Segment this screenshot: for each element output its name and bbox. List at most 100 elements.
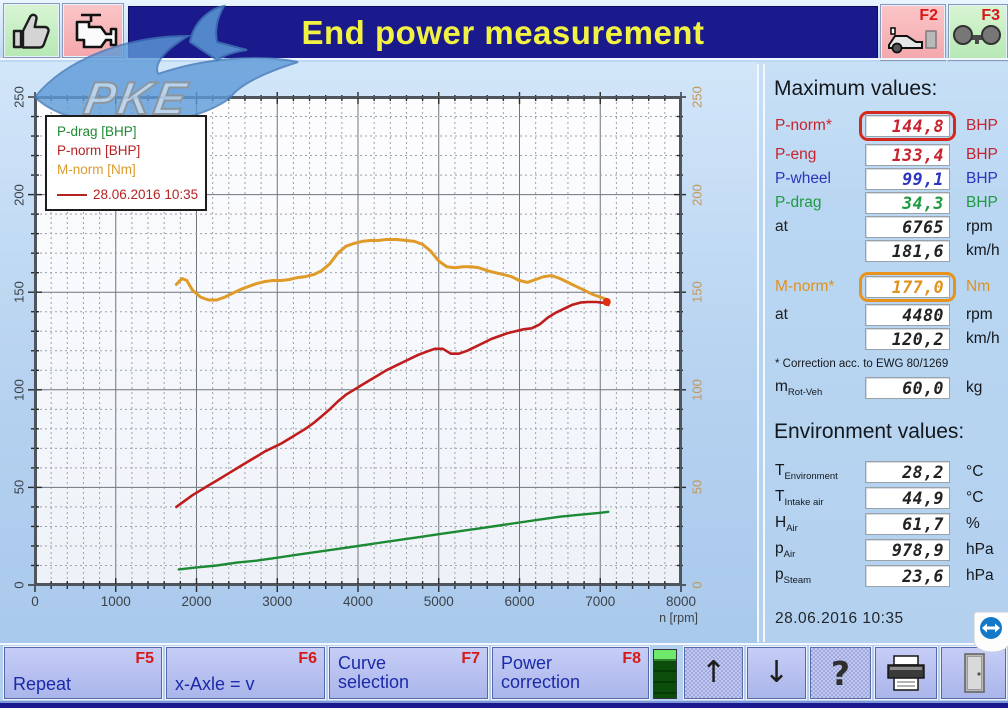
x-tick-1000: 1000 xyxy=(100,594,131,609)
teamviewer-icon[interactable] xyxy=(974,610,1008,652)
legend-item: M-norm [Nm] xyxy=(57,162,136,177)
value-label: P-eng xyxy=(775,146,817,163)
value-frame: 28,2 xyxy=(859,457,956,487)
value-row: 181,6 km/h xyxy=(775,239,1005,263)
door-exit-icon xyxy=(963,653,985,693)
bottom-toolbar: F5 Repeat F6 x-Axle = v F7 Curve selecti… xyxy=(0,643,1008,708)
value-unit: rpm xyxy=(966,218,993,235)
value-label: pSteam xyxy=(775,565,812,587)
bottom-accent-strip xyxy=(0,701,1008,708)
top-toolbar: End power measurement F2 F3 xyxy=(0,0,1008,62)
vehicle-on-dyno-icon xyxy=(888,27,937,54)
y-left-tick-100: 100 xyxy=(11,378,27,401)
scroll-up-button[interactable]: ↑ xyxy=(684,647,743,699)
scroll-down-button[interactable]: ↓ xyxy=(747,647,806,699)
value-unit: km/h xyxy=(966,330,1000,347)
value-unit: BHP xyxy=(966,194,998,211)
x-tick-6000: 6000 xyxy=(504,594,535,609)
value-row: mRot-Veh 60,0 kg xyxy=(775,376,1005,400)
value-label: pAir xyxy=(775,539,796,561)
x-axle-button-label: x-Axle = v xyxy=(175,674,255,694)
f5-key-label: F5 xyxy=(135,650,154,667)
y-right-tick-50: 50 xyxy=(689,480,705,495)
value-row: P-norm* 144,8 BHP xyxy=(775,111,1005,141)
x-axis-title: n [rpm] xyxy=(659,611,698,625)
value-unit: BHP xyxy=(966,170,998,187)
f3-axle-button[interactable]: F3 xyxy=(948,4,1008,61)
value-frame: 44,9 xyxy=(859,483,956,513)
value-digits: 28,2 xyxy=(902,462,944,482)
exit-button[interactable] xyxy=(941,647,1006,699)
value-frame: 34,3 xyxy=(859,188,956,218)
value-display: 4480 xyxy=(865,304,950,326)
value-row: P-eng 133,4 BHP xyxy=(775,143,1005,167)
value-label: mRot-Veh xyxy=(775,377,823,399)
value-digits: 34,3 xyxy=(902,193,944,213)
engine-button[interactable] xyxy=(62,3,124,58)
x-tick-8000: 8000 xyxy=(665,594,697,609)
value-row: 120,2 km/h xyxy=(775,327,1005,351)
value-display: 181,6 xyxy=(865,240,950,262)
value-unit: % xyxy=(966,515,980,532)
value-row: P-drag 34,3 BHP xyxy=(775,191,1005,215)
value-display: 120,2 xyxy=(865,328,950,350)
x-axle-button[interactable]: F6 x-Axle = v xyxy=(166,647,325,699)
value-display: 34,3 xyxy=(865,192,950,214)
value-row: pSteam 23,6 hPa xyxy=(775,564,1005,588)
arrow-down-icon: ↓ xyxy=(763,655,790,690)
value-row: at 6765 rpm xyxy=(775,215,1005,239)
value-frame: 99,1 xyxy=(859,164,956,194)
value-label: M-norm* xyxy=(775,278,835,295)
legend-item: P-norm [BHP] xyxy=(57,143,141,158)
value-row: P-wheel 99,1 BHP xyxy=(775,167,1005,191)
value-label: TEnvironment xyxy=(775,461,838,483)
arrow-up-icon: ↑ xyxy=(700,655,727,690)
y-right-tick-200: 200 xyxy=(689,183,705,206)
cursor-marker xyxy=(602,297,611,306)
power-correction-button-label: Power correction xyxy=(501,653,581,692)
value-digits: 133,4 xyxy=(891,145,944,165)
confirm-button[interactable] xyxy=(3,3,60,58)
legend-series-list: P-drag [BHP] P-norm [BHP] M-norm [Nm] xyxy=(57,122,205,179)
title-bar: End power measurement xyxy=(128,6,878,59)
value-row: M-norm* 177,0 Nm xyxy=(775,272,1005,302)
value-unit: km/h xyxy=(966,242,1000,259)
y-right-tick-250: 250 xyxy=(689,86,705,108)
print-button[interactable] xyxy=(875,647,937,699)
max-values-title: Maximum values: xyxy=(774,77,938,100)
value-unit: °C xyxy=(966,489,984,506)
legend-run-entry: 28.06.2016 10:35 xyxy=(57,187,205,202)
value-digits: 23,6 xyxy=(902,566,944,586)
value-label: at xyxy=(775,218,788,235)
x-tick-2000: 2000 xyxy=(181,594,212,609)
value-row: TIntake air 44,9 °C xyxy=(775,486,1005,510)
power-correction-button[interactable]: F8 Power correction xyxy=(492,647,649,699)
value-digits: 177,0 xyxy=(891,277,944,297)
y-right-tick-150: 150 xyxy=(689,281,705,304)
f7-key-label: F7 xyxy=(461,650,480,667)
curve-selection-button-label: Curve selection xyxy=(338,653,410,692)
f2-drive-on-button[interactable]: F2 xyxy=(880,4,946,61)
value-unit: hPa xyxy=(966,541,994,558)
y-left-tick-50: 50 xyxy=(11,480,27,495)
chart-legend: P-drag [BHP] P-norm [BHP] M-norm [Nm] 28.0… xyxy=(45,115,207,211)
curve-selection-button[interactable]: F7 Curve selection xyxy=(329,647,488,699)
y-left-tick-200: 200 xyxy=(11,183,27,206)
f2-key-label: F2 xyxy=(919,7,938,24)
value-digits: 978,9 xyxy=(891,540,944,560)
value-display: 60,0 xyxy=(865,377,950,399)
value-digits: 181,6 xyxy=(891,241,944,261)
f6-key-label: F6 xyxy=(298,650,317,667)
help-button[interactable]: ? xyxy=(810,647,871,699)
value-unit: hPa xyxy=(966,567,994,584)
repeat-button[interactable]: F5 Repeat xyxy=(4,647,162,699)
x-tick-7000: 7000 xyxy=(585,594,616,609)
engine-icon xyxy=(75,13,118,49)
value-display: 133,4 xyxy=(865,144,950,166)
series-p-drag xyxy=(177,510,610,571)
value-frame: 181,6 xyxy=(859,236,956,266)
value-unit: BHP xyxy=(966,146,998,163)
value-frame: 4480 xyxy=(859,300,956,330)
signal-level-indicator xyxy=(653,649,677,699)
value-unit: BHP xyxy=(966,117,998,134)
